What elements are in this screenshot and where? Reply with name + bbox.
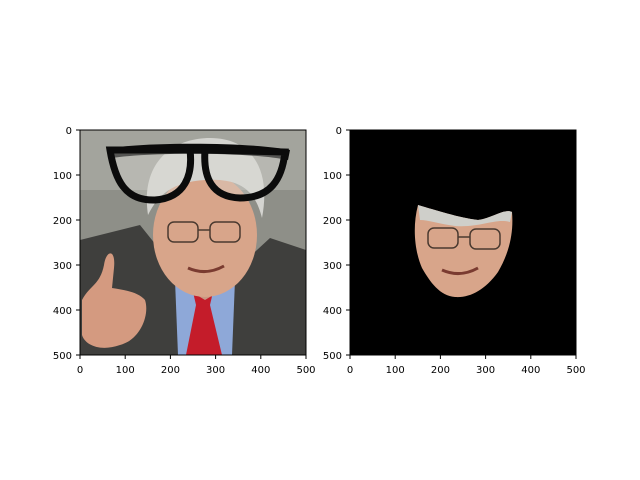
overlay-glasses bbox=[105, 143, 290, 204]
right-image bbox=[350, 130, 576, 355]
hand bbox=[82, 253, 147, 348]
right-ytick-label: 100 bbox=[323, 171, 342, 182]
left-xtick-label: 100 bbox=[116, 365, 135, 376]
glasses-right-lens-frame bbox=[201, 146, 289, 202]
left-ytick-label: 0 bbox=[66, 126, 72, 137]
right-xtick-label: 400 bbox=[521, 365, 540, 376]
left-ytick-label: 300 bbox=[53, 261, 72, 272]
mouth bbox=[187, 264, 225, 273]
left-xtick-label: 400 bbox=[251, 365, 270, 376]
right-xtick-label: 200 bbox=[431, 365, 450, 376]
right-ytick-label: 200 bbox=[323, 216, 342, 227]
right-xtick-label: 500 bbox=[566, 365, 585, 376]
left-xtick-label: 0 bbox=[77, 365, 83, 376]
masked-mouth bbox=[441, 266, 479, 275]
right-axes-frame bbox=[349, 129, 577, 356]
tie bbox=[186, 292, 222, 355]
left-axes: 0 100 200 300 400 500 0 100 200 300 400 500 bbox=[53, 126, 316, 376]
right-ytick-label: 300 bbox=[323, 261, 342, 272]
right-axes: 0 100 200 300 400 500 0 100 200 300 400 500 bbox=[323, 126, 586, 376]
left-ytick-label: 200 bbox=[53, 216, 72, 227]
left-xtick-label: 500 bbox=[296, 365, 315, 376]
masked-face-glasses bbox=[427, 227, 501, 250]
right-xtick-label: 0 bbox=[347, 365, 353, 376]
left-ticks: 0 100 200 300 400 500 0 100 200 300 400 500 bbox=[53, 126, 316, 376]
left-ytick-label: 100 bbox=[53, 171, 72, 182]
right-ticks: 0 100 200 300 400 500 0 100 200 300 400 500 bbox=[323, 126, 586, 376]
right-ytick-label: 0 bbox=[336, 126, 342, 137]
right-ytick-label: 500 bbox=[323, 351, 342, 362]
right-xtick-label: 100 bbox=[386, 365, 405, 376]
left-ytick-label: 400 bbox=[53, 306, 72, 317]
right-xtick-label: 300 bbox=[476, 365, 495, 376]
left-ytick-label: 500 bbox=[53, 351, 72, 362]
masked-hair-fringe bbox=[418, 205, 512, 227]
glasses-left-lens-frame bbox=[105, 146, 195, 204]
face-glasses bbox=[167, 221, 241, 243]
left-image bbox=[80, 130, 306, 355]
left-xtick-label: 200 bbox=[161, 365, 180, 376]
left-xtick-label: 300 bbox=[206, 365, 225, 376]
face bbox=[153, 173, 257, 297]
right-ytick-label: 400 bbox=[323, 306, 342, 317]
left-axes-frame bbox=[79, 129, 307, 356]
